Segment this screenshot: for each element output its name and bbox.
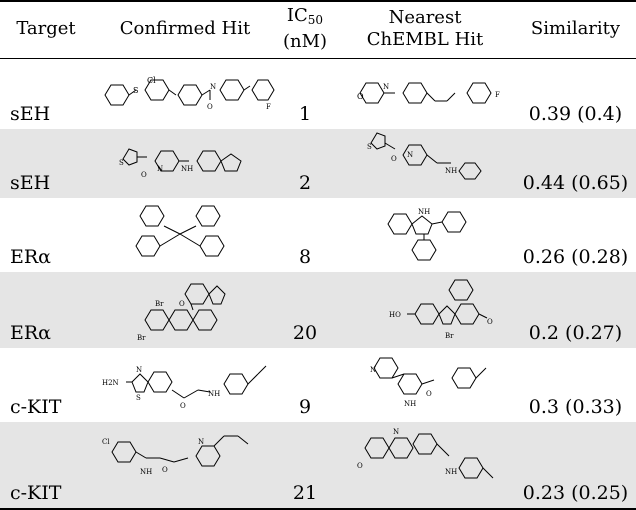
ic50-value: 8 (298, 246, 312, 268)
target-label: c-KIT (10, 396, 62, 418)
svg-text:N: N (198, 438, 204, 446)
table-row: NH ERα 8 0.26 (0.28) (0, 198, 636, 272)
similarity-value: 0.26 (0.28) (522, 246, 629, 268)
svg-text:S: S (367, 143, 372, 151)
target-label: c-KIT (10, 482, 62, 504)
svg-text:O: O (357, 92, 364, 101)
hit-structure-image (130, 202, 230, 267)
ic50-value: 9 (298, 396, 312, 418)
table-row: Br O Br HO O Br ERα 20 0.2 (0.27) (0, 272, 636, 348)
similarity-value: 0.23 (0.25) (522, 482, 629, 504)
nearest-structure-image: N O NH (355, 424, 515, 499)
svg-text:O: O (141, 171, 147, 179)
svg-text:O: O (391, 155, 397, 163)
svg-text:Cl: Cl (102, 438, 110, 446)
nearest-structure-image: O N F (355, 73, 520, 118)
svg-text:O: O (487, 318, 493, 326)
nearest-structure-image: S O N NH (365, 131, 505, 186)
nearest-structure-image: N NH O (368, 350, 503, 415)
target-label: ERα (10, 322, 52, 344)
svg-text:S: S (136, 394, 141, 402)
header-confirmed-hit: Confirmed Hit (119, 18, 251, 39)
target-label: sEH (10, 172, 51, 194)
similarity-value: 0.2 (0.27) (528, 322, 623, 344)
similarity-value: 0.44 (0.65) (522, 172, 629, 194)
target-label: sEH (10, 103, 51, 125)
svg-text:O: O (162, 466, 168, 474)
hit-structure-image: Cl S N O F (100, 73, 275, 118)
svg-text:NH: NH (181, 165, 193, 173)
svg-text:F: F (495, 91, 500, 99)
svg-text:S: S (119, 159, 124, 167)
svg-text:NH: NH (404, 400, 416, 408)
svg-text:N: N (157, 165, 163, 173)
svg-text:H2N: H2N (102, 379, 119, 387)
header-nearest-chembl-hit: Nearest ChEMBL Hit (366, 7, 484, 50)
hit-structure-image: Cl NH O N (100, 430, 280, 490)
svg-text:N: N (370, 366, 376, 374)
svg-text:O: O (426, 390, 432, 398)
top-rule (0, 0, 636, 2)
svg-text:N: N (383, 83, 389, 91)
header-target: Target (16, 18, 76, 39)
svg-text:Br: Br (445, 332, 454, 340)
nearest-structure-image: NH (382, 202, 482, 267)
similarity-value: 0.3 (0.33) (528, 396, 623, 418)
svg-text:NH: NH (140, 468, 152, 476)
table-row: S O N NH S O N NH sEH 2 0.44 (0.65) (0, 129, 636, 198)
table-row: H2N S N O NH N NH O c-KIT 9 0.3 (0.33) (0, 348, 636, 422)
svg-text:N: N (407, 151, 413, 159)
svg-text:Br: Br (137, 334, 146, 342)
hit-structure-image: Br O Br (135, 276, 245, 346)
svg-text:Br: Br (155, 300, 164, 308)
svg-text:Cl: Cl (147, 76, 156, 85)
svg-text:NH: NH (445, 468, 457, 476)
header-similarity: Similarity (530, 18, 621, 39)
header-rule (0, 58, 636, 59)
nearest-structure-image: HO O Br (385, 276, 505, 346)
ic50-value: 20 (292, 322, 318, 344)
svg-text:O: O (207, 103, 213, 111)
svg-text:N: N (393, 428, 399, 436)
svg-text:N: N (210, 83, 216, 91)
header-ic50: IC50 (nM) (282, 5, 328, 52)
table-row: Cl NH O N N O NH c-KIT 21 0.23 (0.25) (0, 422, 636, 508)
svg-text:O: O (357, 462, 363, 470)
svg-text:HO: HO (389, 311, 401, 319)
svg-text:NH: NH (418, 208, 430, 216)
svg-text:NH: NH (208, 390, 220, 398)
ic50-value: 2 (298, 172, 312, 194)
target-label: ERα (10, 246, 52, 268)
svg-text:S: S (133, 86, 138, 95)
ic50-value: 21 (292, 482, 318, 504)
ic50-value: 1 (298, 103, 312, 125)
hit-structure-image: S O N NH (115, 141, 265, 186)
svg-text:F: F (266, 103, 271, 111)
hit-structure-image: H2N S N O NH (100, 362, 275, 412)
table-row: Cl S N O F O N F sEH 1 0.39 (0.4) (0, 59, 636, 129)
svg-text:N: N (136, 366, 142, 374)
svg-text:O: O (180, 402, 186, 410)
svg-text:NH: NH (445, 167, 457, 175)
svg-text:O: O (179, 300, 185, 308)
bottom-rule (0, 508, 636, 510)
similarity-value: 0.39 (0.4) (528, 103, 623, 125)
